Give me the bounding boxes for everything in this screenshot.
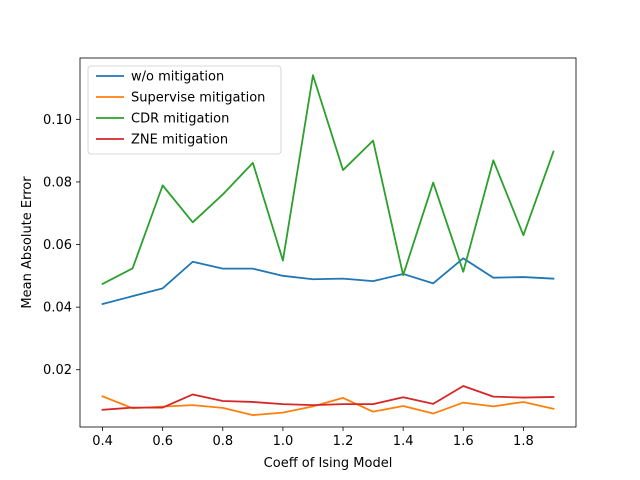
y-axis-label: Mean Absolute Error bbox=[20, 176, 35, 309]
x-tick-label: 0.4 bbox=[92, 434, 113, 449]
plot-frame bbox=[79, 57, 577, 428]
legend-label: CDR mitigation bbox=[131, 112, 229, 127]
series-line-2 bbox=[101, 74, 555, 286]
x-tick-label: 1.6 bbox=[453, 434, 474, 449]
x-axis-ticks: 0.4 0.6 0.8 1.0 1.2 1.4 1.6 1.8 bbox=[92, 427, 534, 449]
legend-label: Supervise mitigation bbox=[131, 91, 265, 106]
y-axis-ticks: 0.02 0.04 0.06 0.08 0.10 bbox=[43, 113, 80, 378]
series-line-3 bbox=[101, 385, 555, 411]
x-axis-label: Coeff of Ising Model bbox=[264, 456, 393, 471]
legend-box bbox=[87, 65, 282, 155]
x-tick-label: 0.6 bbox=[152, 434, 173, 449]
series-line-1 bbox=[101, 395, 555, 417]
x-tick-label: 1.8 bbox=[513, 434, 534, 449]
x-tick-label: 1.0 bbox=[273, 434, 294, 449]
series-line-0 bbox=[101, 257, 555, 306]
y-tick-label: 0.02 bbox=[43, 363, 72, 378]
x-tick-label: 1.4 bbox=[393, 434, 414, 449]
y-tick-label: 0.10 bbox=[43, 113, 72, 128]
y-tick-label: 0.04 bbox=[43, 301, 72, 316]
legend: w/o mitigation Supervise mitigation CDR mi… bbox=[87, 65, 282, 155]
x-tick-label: 0.8 bbox=[212, 434, 233, 449]
y-tick-label: 0.06 bbox=[43, 238, 72, 253]
x-tick-label: 1.2 bbox=[333, 434, 354, 449]
legend-label: ZNE mitigation bbox=[131, 133, 228, 148]
plot-lines bbox=[101, 74, 555, 417]
legend-label: w/o mitigation bbox=[131, 70, 224, 85]
y-tick-label: 0.08 bbox=[43, 175, 72, 190]
